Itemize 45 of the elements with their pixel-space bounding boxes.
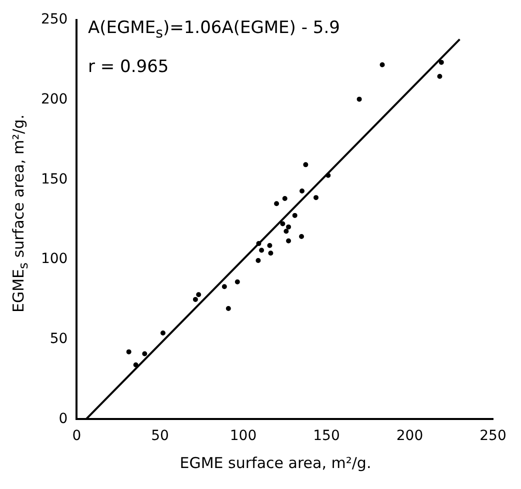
point <box>256 241 262 246</box>
annotation: r = 0.965 <box>88 57 169 78</box>
point <box>292 212 298 218</box>
annotation: A(EGME$_{s}$)=1.06A(EGME) - 5.9 <box>88 18 340 42</box>
point <box>256 258 261 263</box>
point <box>222 284 227 290</box>
y-tick-label: 100 <box>40 251 68 268</box>
point <box>142 351 148 356</box>
point <box>314 195 318 200</box>
point <box>282 196 288 202</box>
y-tick-label: 50 <box>50 331 68 347</box>
point <box>274 201 280 206</box>
x-tick-label: 250 <box>480 428 506 444</box>
point <box>438 60 444 65</box>
point <box>380 62 385 68</box>
point <box>192 296 198 302</box>
y-tick-label: 0 <box>58 410 68 427</box>
point <box>267 242 272 248</box>
point <box>259 248 264 253</box>
point <box>133 362 138 368</box>
x-axis-title: EGME surface area, m²/g. <box>180 454 372 472</box>
y-tick-label: 150 <box>40 171 68 188</box>
point <box>286 238 292 244</box>
point <box>268 250 274 256</box>
x-tick-label: 150 <box>313 428 340 444</box>
point <box>437 74 442 79</box>
point <box>234 279 240 284</box>
point <box>299 234 304 240</box>
point <box>286 224 292 230</box>
point <box>300 188 305 194</box>
point <box>160 330 166 336</box>
point <box>303 162 308 168</box>
y-tick-label: 200 <box>40 91 68 108</box>
x-tick-label: 0 <box>72 428 82 444</box>
point <box>326 172 331 178</box>
point <box>226 306 231 312</box>
x-tick-label: 200 <box>396 428 424 444</box>
point <box>280 221 286 226</box>
x-tick-label: 100 <box>230 428 257 444</box>
point <box>284 228 289 234</box>
x-tick-label: 50 <box>151 428 169 444</box>
y-tick-label: 250 <box>40 12 68 28</box>
point <box>356 96 362 102</box>
point <box>126 349 132 354</box>
point <box>196 292 202 298</box>
